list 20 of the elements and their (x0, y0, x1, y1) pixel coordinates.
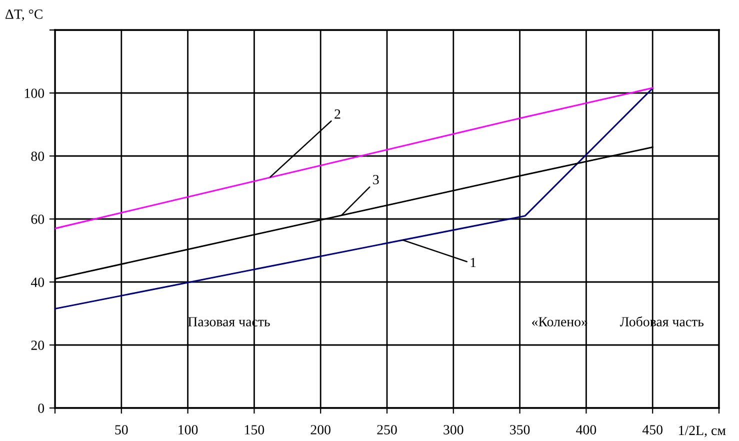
y-axis-title: ΔT, °C (6, 9, 42, 21)
x-tick-label: 100 (178, 425, 198, 434)
x-tick-label: 250 (377, 425, 397, 434)
annotation: 1 (470, 258, 476, 268)
x-tick-label: 150 (245, 425, 264, 434)
x-tick-label: 200 (310, 425, 330, 434)
y-tick-label: 40 (30, 278, 44, 287)
annotation: 3 (373, 174, 379, 184)
y-tick-label: 80 (31, 152, 44, 161)
y-tick-label: 60 (31, 214, 44, 224)
y-tick-label: 20 (31, 340, 44, 350)
x-tick-label: 450 (642, 425, 662, 434)
x-tick-label: 50 (115, 425, 128, 434)
x-tick-label: 400 (576, 425, 596, 434)
x-tick-label: 300 (444, 425, 464, 434)
x-tick-label: 350 (510, 425, 530, 434)
annotation: 2 (334, 109, 340, 119)
y-tick-label: 100 (24, 88, 44, 98)
x-axis-title: 1/2L, см (679, 426, 726, 438)
y-tick-label: 0 (38, 404, 44, 413)
